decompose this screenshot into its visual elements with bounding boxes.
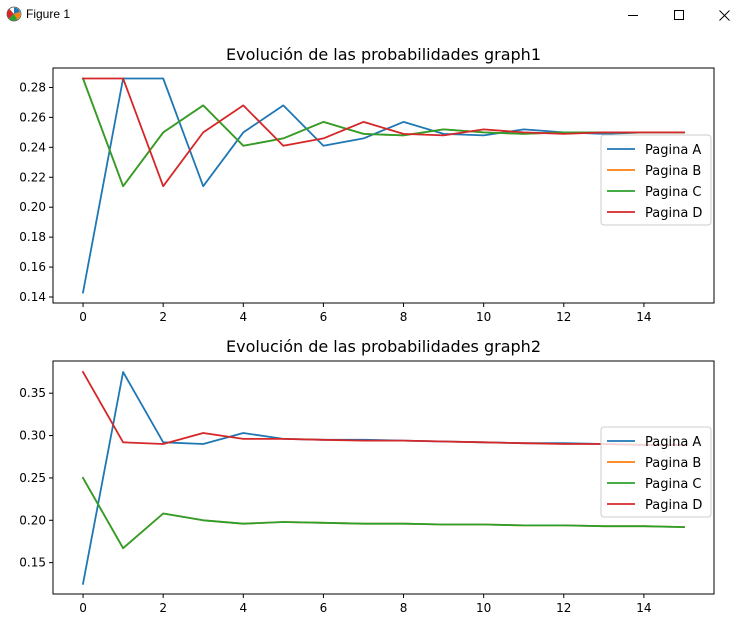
y-tick-label: 0.20	[19, 200, 46, 214]
y-tick-label: 0.14	[19, 290, 46, 304]
legend: Pagina A Pagina B Pagina C Pagina D	[600, 426, 712, 518]
legend-label-pagina-c: Pagina C	[645, 185, 702, 200]
y-tick-label: 0.20	[19, 513, 46, 527]
x-tick-label: 4	[239, 310, 247, 324]
legend-label-pagina-a: Pagina A	[645, 435, 701, 450]
y-tick-label: 0.16	[19, 260, 46, 274]
chart-title: Evolución de las probabilidades graph1	[226, 45, 541, 64]
minimize-icon	[628, 15, 638, 16]
series-group	[81, 77, 685, 294]
x-tick-label: 8	[400, 601, 408, 615]
x-tick-label: 4	[239, 601, 247, 615]
window-title: Figure 1	[26, 7, 71, 21]
y-tick-label: 0.30	[19, 429, 46, 443]
minimize-button[interactable]	[610, 0, 656, 30]
close-button[interactable]	[701, 0, 745, 30]
legend-box	[600, 134, 712, 226]
series-line-pagina-d	[81, 370, 685, 446]
legend: Pagina A Pagina B Pagina C Pagina D	[600, 134, 712, 226]
x-tick-label: 0	[79, 601, 87, 615]
x-tick-label: 14	[636, 601, 651, 615]
x-tick-label: 10	[476, 310, 491, 324]
y-tick-label: 0.15	[19, 556, 46, 570]
maximize-button[interactable]	[656, 0, 702, 30]
series-line-pagina-a	[81, 371, 685, 585]
matplotlib-icon	[6, 6, 22, 22]
legend-label-pagina-d: Pagina D	[645, 206, 702, 221]
x-tick-label: 12	[556, 601, 571, 615]
x-tick-label: 8	[400, 310, 408, 324]
y-tick-label: 0.35	[19, 386, 46, 400]
series-line-pagina-b	[81, 476, 685, 550]
chart-title: Evolución de las probabilidades graph2	[226, 337, 541, 356]
series-group	[81, 370, 685, 585]
x-tick-label: 6	[320, 310, 328, 324]
series-line-pagina-d	[82, 77, 685, 188]
axes-frame	[52, 67, 715, 304]
chart-1: Evolución de las probabilidades graph1 0 2…	[19, 45, 715, 324]
x-tick-label: 6	[320, 601, 328, 615]
series-line-pagina-c	[81, 476, 685, 550]
x-tick-label: 2	[159, 310, 167, 324]
series-line-pagina-a	[81, 77, 685, 294]
y-tick-label: 0.18	[19, 230, 46, 244]
y-tick-label: 0.22	[19, 170, 46, 184]
x-tick-label: 12	[556, 310, 571, 324]
x-tick-label: 10	[476, 601, 491, 615]
close-icon	[718, 9, 730, 21]
x-tick-label: 14	[636, 310, 651, 324]
figure-plots: Evolución de las probabilidades graph1 0 2…	[19, 45, 715, 615]
figure-canvas: Evolución de las probabilidades graph1 0 2…	[0, 30, 745, 627]
legend-label-pagina-b: Pagina B	[645, 164, 701, 179]
legend-label-pagina-d: Pagina D	[645, 498, 702, 513]
legend-label-pagina-a: Pagina A	[645, 143, 701, 158]
maximize-icon	[674, 10, 684, 20]
x-tick-label: 0	[79, 310, 87, 324]
legend-box	[600, 426, 712, 518]
legend-label-pagina-c: Pagina C	[645, 477, 702, 492]
y-tick-label: 0.25	[19, 471, 46, 485]
window-titlebar: Figure 1	[0, 0, 745, 30]
legend-label-pagina-b: Pagina B	[645, 456, 701, 471]
chart-2: Evolución de las probabilidades graph2 0 2…	[19, 337, 715, 615]
x-tick-label: 2	[159, 601, 167, 615]
y-tick-label: 0.24	[19, 140, 46, 154]
y-tick-label: 0.26	[19, 110, 46, 124]
y-tick-label: 0.28	[19, 80, 46, 94]
